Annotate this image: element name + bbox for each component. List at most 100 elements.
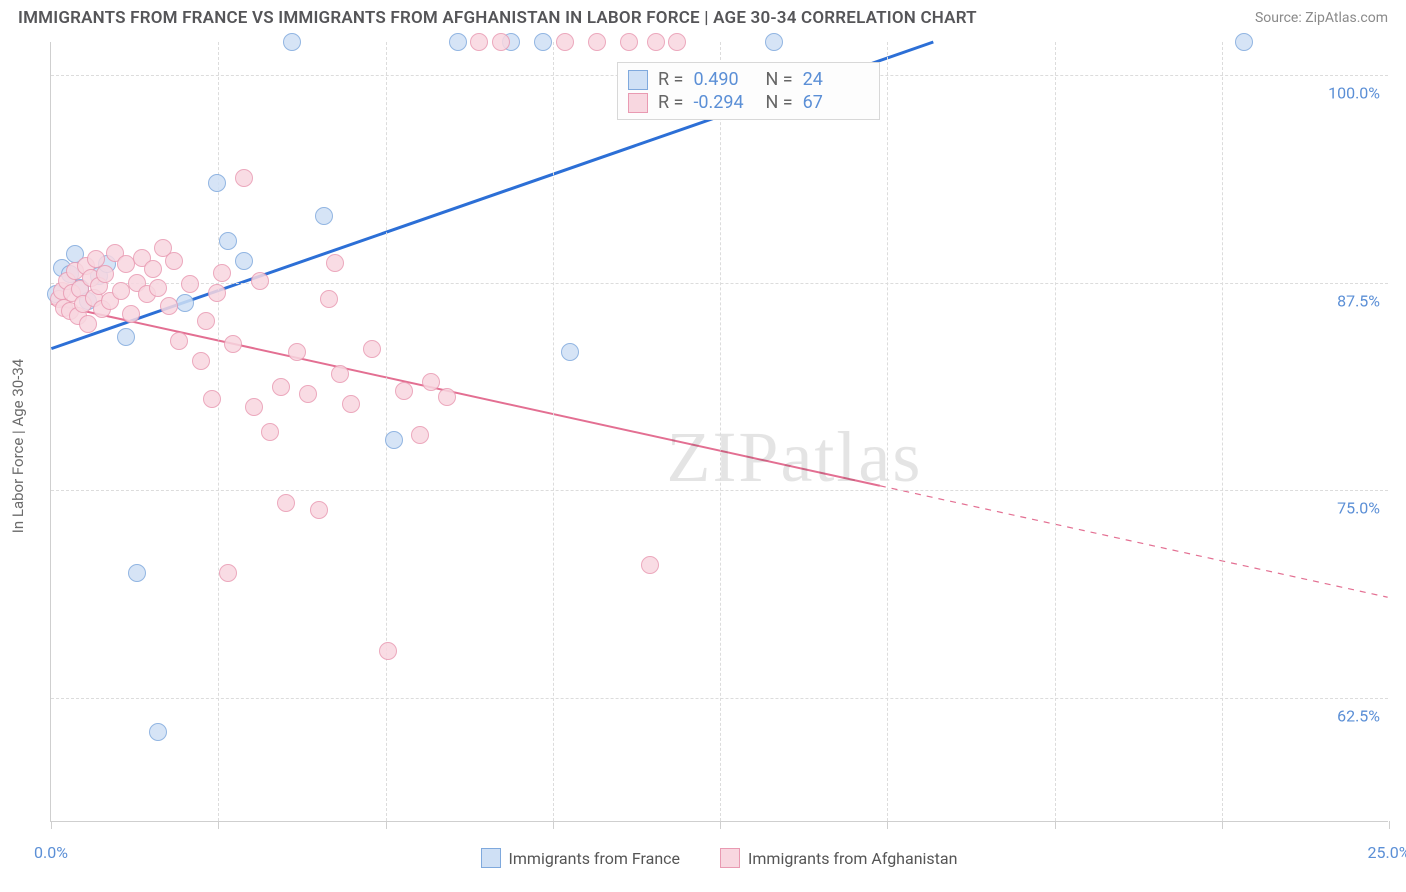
data-point-france: [534, 33, 552, 51]
grid-line-v: [386, 42, 387, 821]
stats-row-france: R = 0.490 N = 24: [628, 69, 865, 90]
x-tick-mark: [887, 821, 888, 829]
data-point-afghanistan: [588, 33, 606, 51]
legend-label: Immigrants from France: [509, 849, 681, 868]
stats-row-afghanistan: R =-0.294N =67: [628, 92, 865, 113]
data-point-afghanistan: [251, 272, 269, 290]
data-point-afghanistan: [122, 305, 140, 323]
data-point-afghanistan: [235, 169, 253, 187]
data-point-afghanistan: [422, 373, 440, 391]
x-tick-mark: [1222, 821, 1223, 829]
source-attribution: Source: ZipAtlas.com: [1255, 10, 1388, 26]
data-point-afghanistan: [288, 343, 306, 361]
x-tick-mark: [1389, 821, 1390, 829]
grid-line-v: [720, 42, 721, 821]
data-point-france: [315, 207, 333, 225]
data-point-afghanistan: [245, 398, 263, 416]
grid-line-v: [1055, 42, 1056, 821]
data-point-afghanistan: [647, 33, 665, 51]
data-point-afghanistan: [261, 423, 279, 441]
data-point-france: [219, 232, 237, 250]
data-point-afghanistan: [492, 33, 510, 51]
data-point-afghanistan: [96, 265, 114, 283]
watermark: ZIPatlas: [666, 416, 922, 499]
grid-line-v: [1222, 42, 1223, 821]
grid-line-v: [218, 42, 219, 821]
y-tick-label: 87.5%: [1337, 291, 1380, 310]
stat-n-label: N =: [765, 69, 792, 90]
data-point-france: [117, 328, 135, 346]
swatch-afghanistan: [628, 93, 648, 113]
data-point-afghanistan: [379, 642, 397, 660]
x-tick-mark: [386, 821, 387, 829]
data-point-france: [128, 564, 146, 582]
data-point-afghanistan: [144, 260, 162, 278]
data-point-afghanistan: [160, 297, 178, 315]
data-point-afghanistan: [620, 33, 638, 51]
stat-n-value: 67: [803, 92, 865, 113]
data-point-afghanistan: [363, 340, 381, 358]
data-point-afghanistan: [299, 385, 317, 403]
swatch-france: [628, 70, 648, 90]
data-point-afghanistan: [203, 390, 221, 408]
x-tick-mark: [720, 821, 721, 829]
data-point-afghanistan: [438, 388, 456, 406]
data-point-afghanistan: [165, 252, 183, 270]
legend-item-afghanistan: Immigrants from Afghanistan: [720, 848, 957, 868]
stat-n-label: N =: [765, 92, 792, 113]
x-tick-mark: [218, 821, 219, 829]
stat-r-value: -0.294: [693, 92, 755, 113]
data-point-afghanistan: [641, 556, 659, 574]
data-point-afghanistan: [224, 335, 242, 353]
data-point-afghanistan: [79, 315, 97, 333]
data-point-france: [235, 252, 253, 270]
data-point-afghanistan: [326, 254, 344, 272]
y-axis-label: In Labor Force | Age 30-34: [9, 359, 27, 533]
data-point-france: [176, 294, 194, 312]
scatter-plot-area: ZIPatlas 62.5%75.0%87.5%100.0%0.0%25.0%R…: [50, 42, 1388, 822]
data-point-afghanistan: [219, 564, 237, 582]
x-tick-mark: [553, 821, 554, 829]
data-point-afghanistan: [197, 312, 215, 330]
stat-n-value: 24: [803, 69, 865, 90]
data-point-afghanistan: [668, 33, 686, 51]
legend-label: Immigrants from Afghanistan: [748, 849, 957, 868]
data-point-france: [449, 33, 467, 51]
chart-title: IMMIGRANTS FROM FRANCE VS IMMIGRANTS FRO…: [18, 8, 977, 28]
data-point-afghanistan: [556, 33, 574, 51]
stat-r-value: 0.490: [693, 69, 755, 90]
data-point-afghanistan: [192, 352, 210, 370]
y-tick-label: 100.0%: [1328, 84, 1380, 103]
bottom-legend: Immigrants from France Immigrants from Af…: [50, 848, 1388, 868]
data-point-afghanistan: [208, 284, 226, 302]
data-point-france: [149, 723, 167, 741]
legend-item-france: Immigrants from France: [481, 848, 681, 868]
data-point-afghanistan: [310, 501, 328, 519]
legend-swatch-france: [481, 848, 501, 868]
y-tick-label: 62.5%: [1337, 706, 1380, 725]
data-point-france: [208, 174, 226, 192]
stat-r-label: R =: [658, 69, 683, 90]
data-point-afghanistan: [170, 332, 188, 350]
data-point-afghanistan: [342, 395, 360, 413]
data-point-afghanistan: [181, 275, 199, 293]
data-point-afghanistan: [395, 382, 413, 400]
legend-swatch-afghanistan: [720, 848, 740, 868]
grid-line-v: [887, 42, 888, 821]
data-point-afghanistan: [213, 264, 231, 282]
x-tick-mark: [1055, 821, 1056, 829]
data-point-afghanistan: [411, 426, 429, 444]
correlation-stats-box: R = 0.490 N = 24R = -0.294 N = 67: [617, 62, 880, 120]
data-point-afghanistan: [470, 33, 488, 51]
data-point-france: [1235, 33, 1253, 51]
data-point-afghanistan: [320, 290, 338, 308]
grid-line-v: [553, 42, 554, 821]
x-tick-mark: [51, 821, 52, 829]
data-point-france: [765, 33, 783, 51]
data-point-afghanistan: [272, 378, 290, 396]
trend-line-afghanistan: [51, 304, 879, 486]
data-point-afghanistan: [149, 279, 167, 297]
data-point-france: [385, 431, 403, 449]
data-point-afghanistan: [331, 365, 349, 383]
data-point-france: [561, 343, 579, 361]
